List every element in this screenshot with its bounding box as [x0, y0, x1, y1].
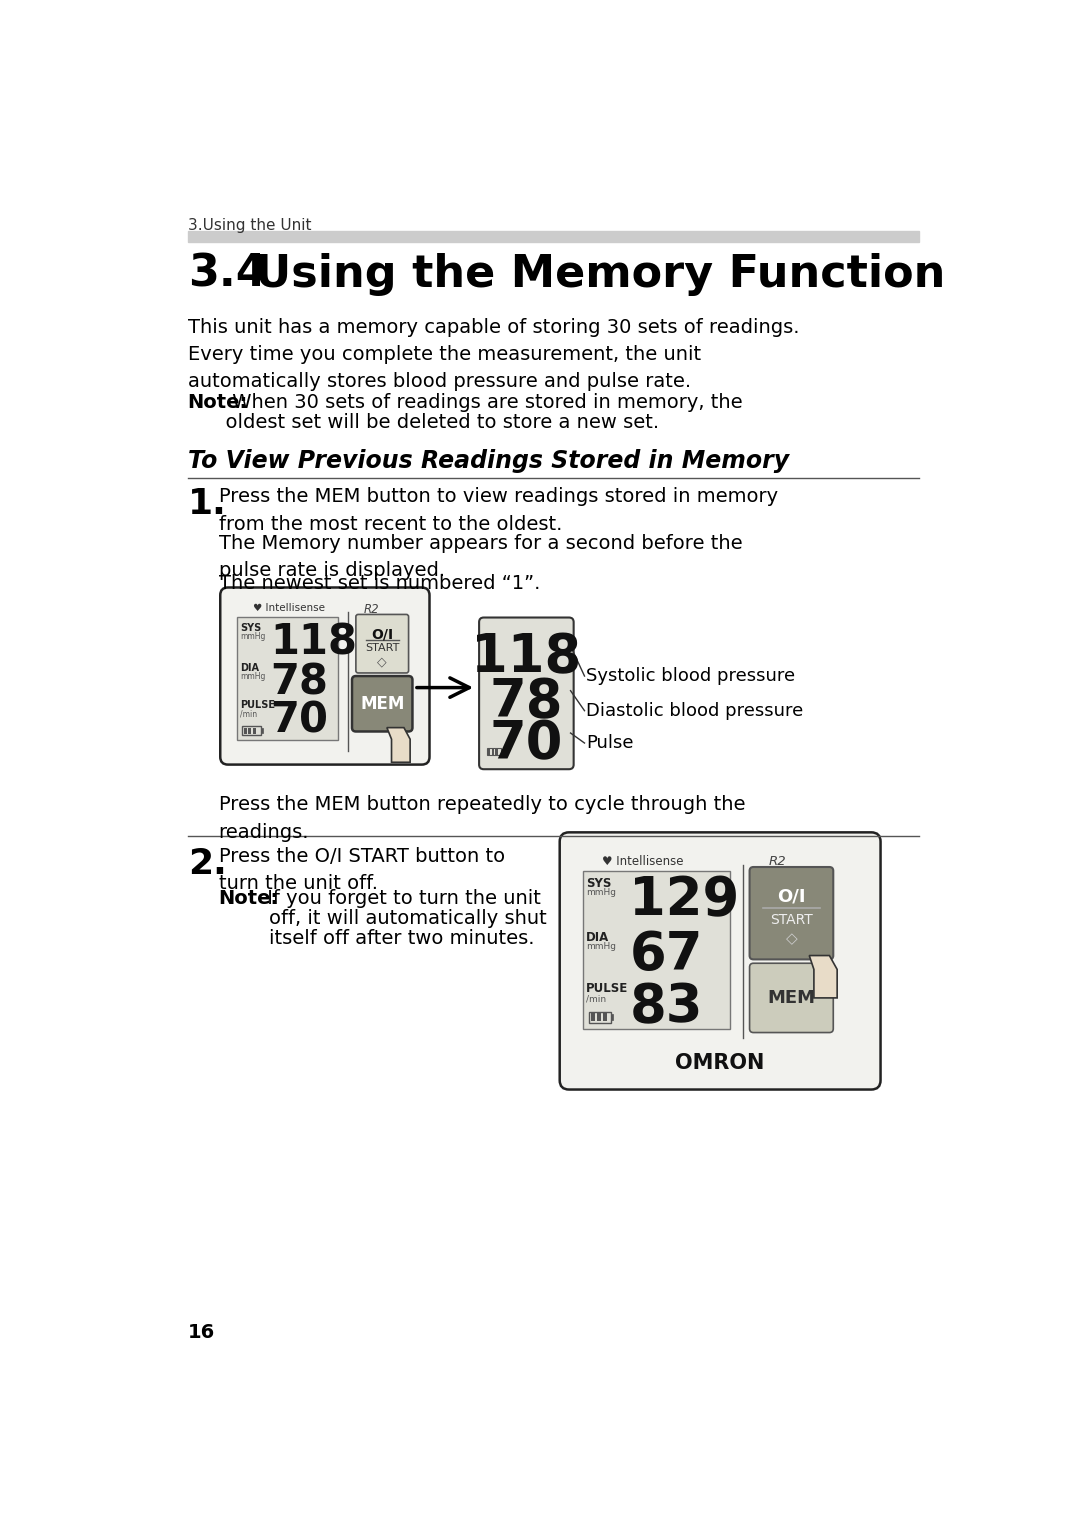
Text: 83: 83: [630, 980, 703, 1032]
FancyBboxPatch shape: [220, 588, 430, 765]
Bar: [491, 748, 494, 754]
Bar: [583, 870, 730, 1029]
Text: 67: 67: [630, 930, 703, 982]
Text: This unit has a memory capable of storing 30 sets of readings.
Every time you co: This unit has a memory capable of storin…: [188, 318, 799, 391]
Text: PULSE: PULSE: [586, 982, 629, 996]
Text: If you forget to turn the unit: If you forget to turn the unit: [261, 889, 541, 907]
FancyBboxPatch shape: [750, 867, 834, 959]
Text: 78: 78: [489, 676, 563, 728]
Text: mmHg: mmHg: [241, 632, 266, 641]
Text: 16: 16: [188, 1322, 215, 1342]
FancyBboxPatch shape: [559, 832, 880, 1090]
Text: R2: R2: [364, 603, 379, 615]
Bar: [597, 1014, 600, 1022]
Bar: [238, 617, 338, 741]
FancyBboxPatch shape: [352, 676, 413, 731]
Text: START: START: [770, 913, 813, 927]
Bar: [248, 728, 252, 734]
Text: 78: 78: [270, 661, 328, 704]
Text: oldest set will be deleted to store a new set.: oldest set will be deleted to store a ne…: [188, 412, 659, 432]
Text: 3.4: 3.4: [188, 252, 267, 296]
Text: ◇: ◇: [377, 655, 387, 669]
Text: 70: 70: [270, 699, 328, 741]
Text: Press the MEM button to view readings stored in memory
from the most recent to t: Press the MEM button to view readings st…: [218, 487, 778, 533]
Bar: [501, 750, 502, 754]
Bar: [488, 748, 490, 754]
Bar: [496, 748, 498, 754]
Text: Note:: Note:: [218, 889, 279, 907]
Text: 3.Using the Unit: 3.Using the Unit: [188, 218, 311, 234]
FancyBboxPatch shape: [750, 964, 834, 1032]
Bar: [242, 727, 260, 736]
Text: Pulse: Pulse: [586, 734, 634, 751]
FancyBboxPatch shape: [356, 614, 408, 673]
Text: Press the MEM button repeatedly to cycle through the
readings.: Press the MEM button repeatedly to cycle…: [218, 796, 745, 841]
Text: /min: /min: [586, 994, 606, 1003]
Text: R2: R2: [769, 855, 786, 869]
Text: ♥ Intellisense: ♥ Intellisense: [602, 855, 683, 869]
Text: 129: 129: [630, 875, 740, 927]
Text: 70: 70: [489, 718, 563, 771]
FancyBboxPatch shape: [480, 617, 573, 770]
Bar: [253, 728, 256, 734]
Text: Using the Memory Function: Using the Memory Function: [255, 252, 945, 296]
Text: mmHg: mmHg: [586, 942, 616, 951]
Text: To View Previous Readings Stored in Memory: To View Previous Readings Stored in Memo…: [188, 449, 788, 473]
Text: Systolic blood pressure: Systolic blood pressure: [586, 667, 795, 686]
Polygon shape: [809, 956, 837, 999]
Text: SYS: SYS: [586, 876, 611, 890]
Bar: [188, 231, 919, 241]
Text: O/I: O/I: [372, 628, 393, 641]
Text: SYS: SYS: [241, 623, 261, 632]
Text: O/I: O/I: [778, 887, 806, 906]
Text: MEM: MEM: [360, 695, 404, 713]
Text: 118: 118: [270, 621, 356, 663]
Text: Press the O/I START button to
turn the unit off.: Press the O/I START button to turn the u…: [218, 847, 504, 893]
Text: DIA: DIA: [586, 931, 609, 944]
Text: 118: 118: [471, 631, 581, 684]
Bar: [243, 728, 246, 734]
Text: PULSE: PULSE: [241, 699, 275, 710]
Text: itself off after two minutes.: itself off after two minutes.: [218, 928, 535, 948]
Text: /min: /min: [241, 709, 257, 718]
Text: OMRON: OMRON: [675, 1054, 765, 1073]
Text: START: START: [365, 643, 400, 654]
Text: Note:: Note:: [188, 392, 248, 412]
Text: MEM: MEM: [768, 989, 815, 1006]
Bar: [611, 1014, 613, 1020]
Text: ◇: ◇: [785, 931, 797, 945]
Text: Diastolic blood pressure: Diastolic blood pressure: [586, 702, 804, 719]
Text: DIA: DIA: [241, 663, 259, 673]
Polygon shape: [387, 728, 410, 762]
Text: The Memory number appears for a second before the
pulse rate is displayed.: The Memory number appears for a second b…: [218, 533, 742, 580]
Bar: [591, 1014, 595, 1022]
Text: mmHg: mmHg: [586, 887, 616, 896]
Bar: [260, 728, 262, 733]
Text: 1.: 1.: [188, 487, 227, 521]
Text: When 30 sets of readings are stored in memory, the: When 30 sets of readings are stored in m…: [227, 392, 743, 412]
Text: ♥ Intellisense: ♥ Intellisense: [253, 603, 325, 612]
Text: mmHg: mmHg: [241, 672, 266, 681]
Text: The newest set is numbered “1”.: The newest set is numbered “1”.: [218, 574, 540, 594]
Bar: [590, 1012, 611, 1023]
Bar: [603, 1014, 607, 1022]
Bar: [487, 748, 501, 756]
Text: off, it will automatically shut: off, it will automatically shut: [218, 909, 546, 927]
Text: 2.: 2.: [188, 847, 227, 881]
